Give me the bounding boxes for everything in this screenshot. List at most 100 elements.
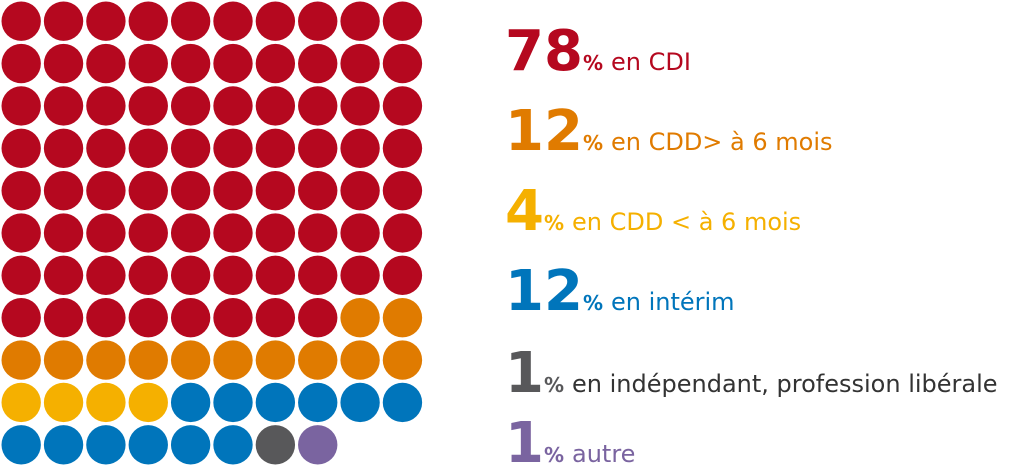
waffle-dot [298, 128, 338, 168]
waffle-dot [213, 298, 253, 338]
waffle-dot [128, 255, 168, 296]
waffle-dot [43, 170, 84, 211]
waffle-dot [255, 255, 296, 296]
series-name: autre [572, 440, 635, 466]
waffle-dot [213, 43, 253, 84]
waffle-dot [298, 382, 338, 423]
waffle-dot [1, 213, 41, 253]
waffle-dot [86, 1, 126, 41]
waffle-dot [298, 1, 338, 41]
waffle-dot [213, 425, 253, 465]
waffle-dot [128, 298, 168, 338]
waffle-dot [86, 298, 126, 338]
waffle-dot [340, 86, 380, 126]
waffle-dot [170, 382, 211, 423]
waffle-dot [255, 43, 296, 84]
waffle-dot [128, 1, 168, 41]
waffle-dot [340, 255, 380, 296]
waffle-dot [382, 86, 423, 126]
waffle-dot [382, 128, 423, 168]
waffle-dot [128, 340, 168, 380]
waffle-dot [170, 298, 211, 338]
waffle-dot [170, 340, 211, 380]
unit-label: % [583, 291, 603, 315]
waffle-dot [86, 425, 126, 465]
waffle-dot [1, 43, 41, 84]
waffle-dot [43, 425, 84, 465]
legend-entry: 1% autre [505, 411, 635, 466]
waffle-dot [1, 425, 41, 465]
waffle-dot [1, 128, 41, 168]
waffle-dot [255, 170, 296, 211]
waffle-dot [128, 382, 168, 423]
waffle-dot [340, 128, 380, 168]
waffle-dot [128, 128, 168, 168]
waffle-dot [340, 213, 380, 253]
waffle-dot [86, 340, 126, 380]
waffle-dot [213, 128, 253, 168]
waffle-dot [255, 128, 296, 168]
waffle-dot [340, 43, 380, 84]
waffle-dot [298, 170, 338, 211]
waffle-dot [1, 1, 41, 41]
waffle-dot [340, 298, 380, 338]
waffle-dot [255, 298, 296, 338]
waffle-dot [298, 425, 338, 465]
waffle-dot [1, 382, 41, 423]
waffle-dot [382, 255, 423, 296]
waffle-dot [170, 43, 211, 84]
unit-label: % [544, 443, 564, 466]
waffle-dot [43, 340, 84, 380]
waffle-dot [86, 128, 126, 168]
waffle-dot [43, 1, 84, 41]
waffle-dot [86, 213, 126, 253]
waffle-dot [1, 255, 41, 296]
unit-label: % [544, 373, 564, 397]
waffle-dot [43, 213, 84, 253]
series-name: en intérim [611, 288, 735, 316]
waffle-dot [213, 255, 253, 296]
waffle-dot [43, 43, 84, 84]
unit-label: % [583, 51, 603, 75]
waffle-dot [255, 382, 296, 423]
waffle-dot [86, 170, 126, 211]
waffle-dot [170, 128, 211, 168]
series-name: en indépendant, profession libérale [572, 370, 998, 398]
waffle-dot [213, 1, 253, 41]
waffle-dot [170, 213, 211, 253]
waffle-dot [170, 255, 211, 296]
waffle-dot [170, 425, 211, 465]
waffle-dot [1, 298, 41, 338]
waffle-dot [255, 340, 296, 380]
unit-label: % [583, 131, 603, 155]
waffle-dot [1, 170, 41, 211]
waffle-dot [170, 170, 211, 211]
waffle-dot [128, 43, 168, 84]
waffle-dot [170, 86, 211, 126]
waffle-dot [340, 382, 380, 423]
waffle-dot [298, 213, 338, 253]
legend-entry: 1% en indépendant, profession libérale [505, 341, 998, 406]
legend-entry: 12% en CDD> à 6 mois [505, 99, 833, 164]
waffle-dot [382, 382, 423, 423]
waffle-dot [298, 86, 338, 126]
waffle-dot [382, 340, 423, 380]
value-label: 1 [505, 411, 544, 466]
waffle-dot [255, 86, 296, 126]
waffle-dot [43, 382, 84, 423]
waffle-dot [213, 213, 253, 253]
waffle-dot [298, 340, 338, 380]
waffle-dot [128, 213, 168, 253]
waffle-dot [86, 382, 126, 423]
waffle-dot [213, 382, 253, 423]
waffle-dot [298, 298, 338, 338]
legend-entry: 12% en intérim [505, 259, 735, 324]
waffle-dot [298, 255, 338, 296]
waffle-dot [382, 298, 423, 338]
waffle-dot [255, 425, 296, 465]
waffle-dot [255, 213, 296, 253]
waffle-dot [382, 43, 423, 84]
waffle-dot [382, 213, 423, 253]
waffle-dot [213, 340, 253, 380]
